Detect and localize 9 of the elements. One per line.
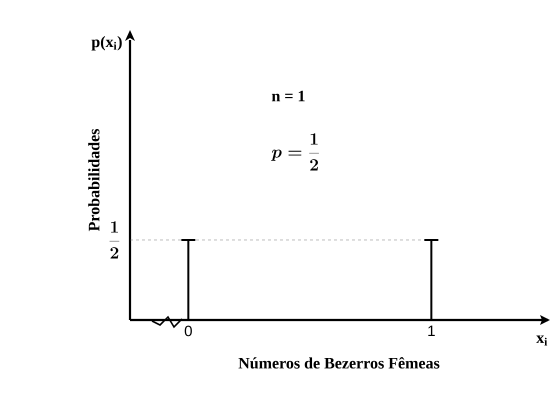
text: n = 1 [272, 90, 305, 102]
x-axis-title: Números de Bezerros Fêmeas [238, 357, 440, 369]
text: x$_{i}$ [536, 336, 548, 346]
x-tick-label: 0 [184, 326, 192, 336]
ref-line-label: $\frac{1}{2}$ [110, 221, 120, 259]
text: $p = \frac{1}{2}$ [271, 133, 319, 171]
y-axis-title: Probabilidades [88, 128, 100, 232]
x-tick-label: 1 [428, 326, 435, 336]
text: p(x$_{i}$) [92, 36, 122, 50]
